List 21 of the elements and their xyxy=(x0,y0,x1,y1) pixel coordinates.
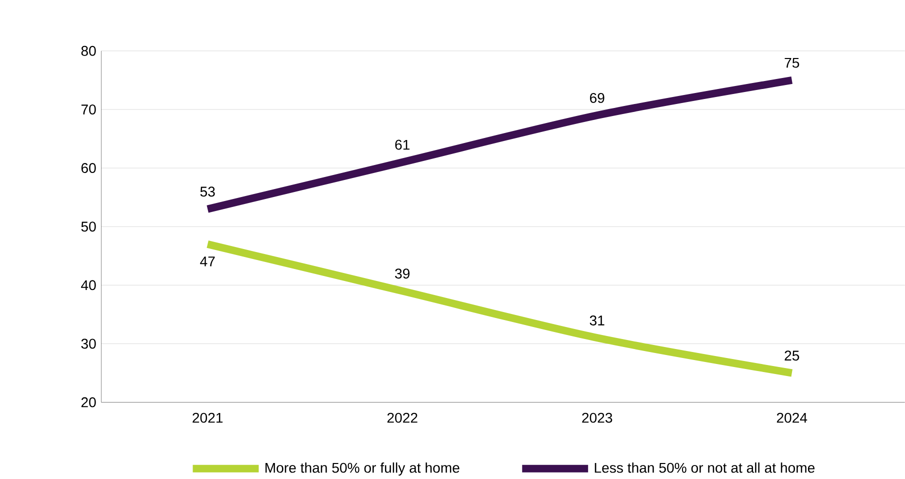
legend-label: Less than 50% or not at all at home xyxy=(594,462,815,474)
data-label: 39 xyxy=(395,268,410,279)
data-label: 75 xyxy=(784,58,800,68)
y-tick-label: 60 xyxy=(81,163,96,174)
x-tick-label: 2022 xyxy=(387,413,418,424)
y-tick-label: 80 xyxy=(81,46,96,56)
data-label: 69 xyxy=(590,93,604,104)
y-tick-label: 30 xyxy=(81,338,96,349)
data-label: 25 xyxy=(784,350,800,361)
x-tick-label: 2024 xyxy=(776,413,808,424)
data-label: 61 xyxy=(395,140,410,150)
y-tick-label: 40 xyxy=(81,280,96,290)
y-tick-label: 70 xyxy=(81,104,96,115)
data-label: 31 xyxy=(590,316,604,326)
y-tick-label: 50 xyxy=(81,222,96,232)
y-tick-label: 20 xyxy=(81,398,96,408)
legend-label: More than 50% or fully at home xyxy=(266,462,460,476)
data-label: 53 xyxy=(200,186,215,197)
data-label: 47 xyxy=(200,256,215,267)
x-tick-label: 2023 xyxy=(582,413,612,424)
x-tick-label: 2021 xyxy=(192,413,223,424)
